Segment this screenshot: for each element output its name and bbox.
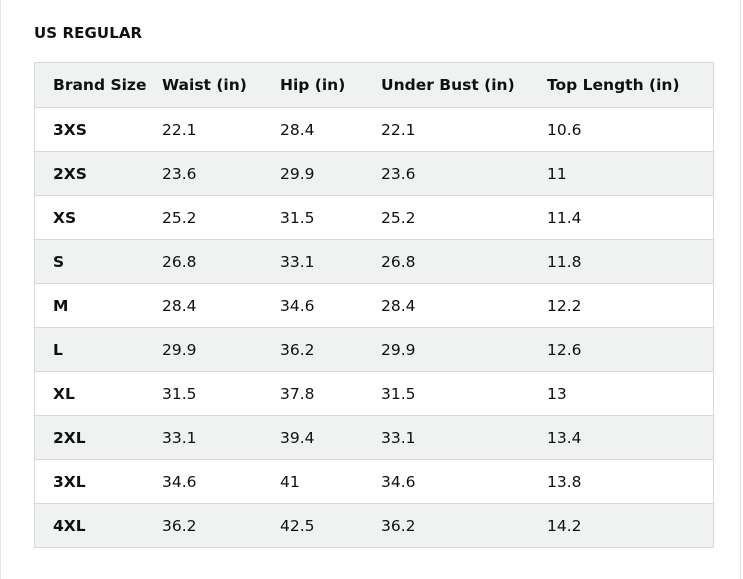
under-bust-cell: 25.2 (381, 195, 547, 240)
waist-cell: 22.1 (162, 107, 280, 152)
table-row: 3XL 34.6 41 34.6 13.8 (34, 459, 714, 504)
size-cell: 2XS (34, 151, 162, 196)
hip-cell: 33.1 (280, 239, 381, 284)
waist-cell: 29.9 (162, 327, 280, 372)
under-bust-cell: 23.6 (381, 151, 547, 196)
table-header-row: Brand Size Waist (in) Hip (in) Under Bus… (34, 62, 714, 108)
table-row: 2XS 23.6 29.9 23.6 11 (34, 151, 714, 196)
table-row: L 29.9 36.2 29.9 12.6 (34, 327, 714, 372)
size-cell: 2XL (34, 415, 162, 460)
waist-cell: 33.1 (162, 415, 280, 460)
waist-cell: 26.8 (162, 239, 280, 284)
size-cell: S (34, 239, 162, 284)
size-cell: 4XL (34, 503, 162, 548)
waist-cell: 34.6 (162, 459, 280, 504)
table-row: S 26.8 33.1 26.8 11.8 (34, 239, 714, 284)
hip-cell: 39.4 (280, 415, 381, 460)
top-length-cell: 12.6 (547, 327, 714, 372)
top-length-cell: 13 (547, 371, 714, 416)
waist-cell: 25.2 (162, 195, 280, 240)
top-length-cell: 12.2 (547, 283, 714, 328)
size-chart-table: Brand Size Waist (in) Hip (in) Under Bus… (34, 62, 714, 548)
hip-cell: 41 (280, 459, 381, 504)
size-cell: XL (34, 371, 162, 416)
hip-cell: 34.6 (280, 283, 381, 328)
size-cell: 3XL (34, 459, 162, 504)
size-cell: M (34, 283, 162, 328)
hip-cell: 42.5 (280, 503, 381, 548)
under-bust-cell: 29.9 (381, 327, 547, 372)
waist-cell: 36.2 (162, 503, 280, 548)
table-body: 3XS 22.1 28.4 22.1 10.6 2XS 23.6 29.9 23… (34, 107, 714, 548)
hip-cell: 37.8 (280, 371, 381, 416)
under-bust-cell: 28.4 (381, 283, 547, 328)
table-row: 2XL 33.1 39.4 33.1 13.4 (34, 415, 714, 460)
under-bust-cell: 22.1 (381, 107, 547, 152)
waist-cell: 28.4 (162, 283, 280, 328)
top-length-cell: 10.6 (547, 107, 714, 152)
table-row: M 28.4 34.6 28.4 12.2 (34, 283, 714, 328)
under-bust-cell: 31.5 (381, 371, 547, 416)
size-cell: 3XS (34, 107, 162, 152)
column-header-top-length: Top Length (in) (547, 62, 714, 108)
column-header-brand-size: Brand Size (34, 62, 162, 108)
hip-cell: 31.5 (280, 195, 381, 240)
top-length-cell: 13.8 (547, 459, 714, 504)
column-header-hip: Hip (in) (280, 62, 381, 108)
under-bust-cell: 36.2 (381, 503, 547, 548)
top-length-cell: 13.4 (547, 415, 714, 460)
top-length-cell: 11 (547, 151, 714, 196)
hip-cell: 28.4 (280, 107, 381, 152)
table-row: XL 31.5 37.8 31.5 13 (34, 371, 714, 416)
column-header-waist: Waist (in) (162, 62, 280, 108)
waist-cell: 31.5 (162, 371, 280, 416)
top-length-cell: 14.2 (547, 503, 714, 548)
top-length-cell: 11.4 (547, 195, 714, 240)
hip-cell: 36.2 (280, 327, 381, 372)
top-length-cell: 11.8 (547, 239, 714, 284)
table-row: 3XS 22.1 28.4 22.1 10.6 (34, 107, 714, 152)
waist-cell: 23.6 (162, 151, 280, 196)
hip-cell: 29.9 (280, 151, 381, 196)
size-cell: L (34, 327, 162, 372)
table-row: 4XL 36.2 42.5 36.2 14.2 (34, 503, 714, 548)
table-row: XS 25.2 31.5 25.2 11.4 (34, 195, 714, 240)
size-cell: XS (34, 195, 162, 240)
under-bust-cell: 26.8 (381, 239, 547, 284)
under-bust-cell: 33.1 (381, 415, 547, 460)
under-bust-cell: 34.6 (381, 459, 547, 504)
column-header-under-bust: Under Bust (in) (381, 62, 547, 108)
section-title: US REGULAR (34, 24, 143, 42)
